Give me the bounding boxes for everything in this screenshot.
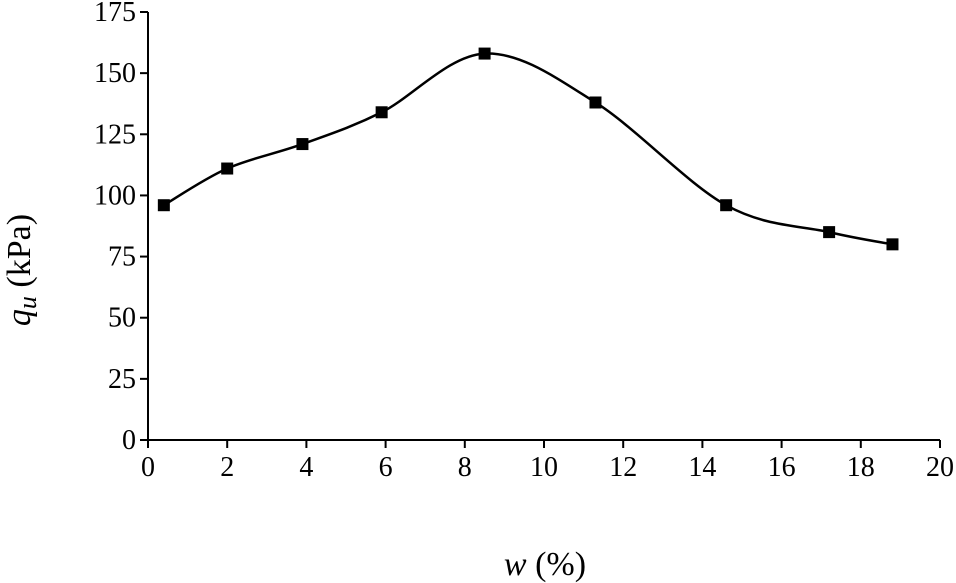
axes	[147, 12, 940, 441]
x-tick-label: 2	[220, 452, 234, 483]
ticks: 0 2 4 6 8 10 12 14 16 18 20 0 25 50 75 100 125 150 175	[94, 0, 954, 483]
x-tick-label: 16	[768, 452, 796, 483]
data-point-marker	[720, 199, 733, 212]
x-tick-label: 14	[688, 452, 716, 483]
x-tick-label: 6	[379, 452, 393, 483]
data-point-marker	[157, 199, 170, 212]
x-tick-label: 20	[926, 452, 954, 483]
x-tick-label: 4	[299, 452, 313, 483]
y-tick-label: 175	[94, 0, 136, 28]
series-line	[163, 52, 893, 246]
data-point-marker	[221, 162, 234, 175]
x-tick-label: 8	[458, 452, 472, 483]
x-axis-title: w (%)	[504, 546, 586, 583]
y-tick-label: 150	[94, 58, 136, 89]
data-point-marker	[375, 106, 388, 119]
data-point-marker	[478, 47, 491, 60]
series	[157, 47, 899, 251]
y-tick-label: 0	[122, 425, 136, 456]
x-tick-label: 10	[530, 452, 558, 483]
data-point-marker	[886, 238, 899, 251]
data-point-marker	[296, 138, 309, 151]
data-point-marker	[589, 96, 602, 109]
data-point-marker	[823, 226, 836, 239]
x-tick-label: 18	[847, 452, 875, 483]
x-tick-label: 12	[609, 452, 637, 483]
y-tick-label: 50	[108, 303, 136, 334]
y-tick-label: 25	[108, 364, 136, 395]
y-tick-label: 75	[108, 242, 136, 273]
y-tick-label: 100	[94, 180, 136, 211]
y-tick-label: 125	[94, 119, 136, 150]
y-axis-title: qu (kPa)	[1, 214, 42, 326]
x-tick-label: 0	[141, 452, 155, 483]
